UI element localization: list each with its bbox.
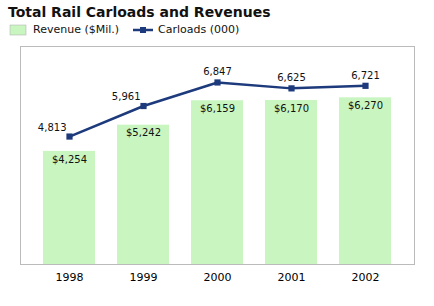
svg-text:4,813: 4,813 (38, 122, 67, 133)
svg-text:6,721: 6,721 (351, 70, 380, 81)
svg-text:6,847: 6,847 (203, 66, 232, 77)
svg-text:1998: 1998 (56, 271, 84, 284)
svg-text:$6,159: $6,159 (200, 103, 235, 114)
html-text:Revenue ($Mil.): Revenue ($Mil.) (33, 23, 120, 36)
svg-text:6,625: 6,625 (277, 72, 306, 83)
svg-text:2001: 2001 (278, 271, 306, 284)
svg-text:$5,242: $5,242 (126, 127, 161, 138)
svg-text:$6,270: $6,270 (348, 100, 383, 111)
html-text:Carloads (000): Carloads (000) (158, 23, 240, 36)
svg-text:$4,254: $4,254 (52, 154, 87, 165)
svg-text:1999: 1999 (130, 271, 158, 284)
html-text:Total Rail Carloads and Revenu: Total Rail Carloads and Revenues (8, 4, 271, 20)
svg-text:2000: 2000 (204, 271, 232, 284)
svg-text:$6,170: $6,170 (274, 103, 309, 114)
svg-text:5,961: 5,961 (112, 91, 141, 102)
svg-text:2002: 2002 (352, 271, 380, 284)
